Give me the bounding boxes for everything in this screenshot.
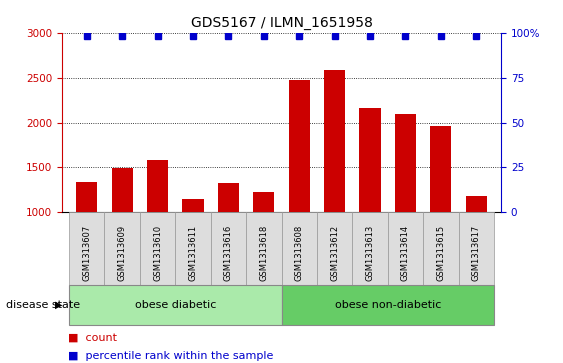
Text: ▶: ▶	[55, 300, 62, 310]
Bar	[147, 160, 168, 212]
Text: disease state: disease state	[6, 300, 80, 310]
Bar	[324, 70, 345, 212]
Text: GSM1313609: GSM1313609	[118, 225, 127, 281]
Text: GSM1313607: GSM1313607	[82, 225, 91, 281]
Bar	[182, 199, 204, 212]
Bar	[430, 126, 452, 212]
Text: GSM1313618: GSM1313618	[260, 225, 269, 281]
Text: GSM1313617: GSM1313617	[472, 225, 481, 281]
Text: GSM1313614: GSM1313614	[401, 225, 410, 281]
Text: GSM1313613: GSM1313613	[365, 225, 374, 281]
Text: GSM1313611: GSM1313611	[189, 225, 198, 281]
Bar	[111, 168, 133, 212]
Bar	[76, 182, 97, 212]
Text: GSM1313616: GSM1313616	[224, 225, 233, 281]
Bar	[466, 196, 487, 212]
Bar	[253, 192, 274, 212]
Title: GDS5167 / ILMN_1651958: GDS5167 / ILMN_1651958	[190, 16, 373, 30]
Text: GSM1313610: GSM1313610	[153, 225, 162, 281]
Text: obese diabetic: obese diabetic	[135, 300, 216, 310]
Text: GSM1313608: GSM1313608	[294, 225, 303, 281]
Text: ■  percentile rank within the sample: ■ percentile rank within the sample	[68, 351, 273, 361]
Bar	[395, 114, 416, 212]
Bar	[218, 183, 239, 212]
Text: ■  count: ■ count	[68, 333, 117, 343]
Bar	[359, 108, 381, 212]
Text: GSM1313615: GSM1313615	[436, 225, 445, 281]
Text: GSM1313612: GSM1313612	[330, 225, 339, 281]
Text: obese non-diabetic: obese non-diabetic	[334, 300, 441, 310]
Bar	[289, 80, 310, 212]
